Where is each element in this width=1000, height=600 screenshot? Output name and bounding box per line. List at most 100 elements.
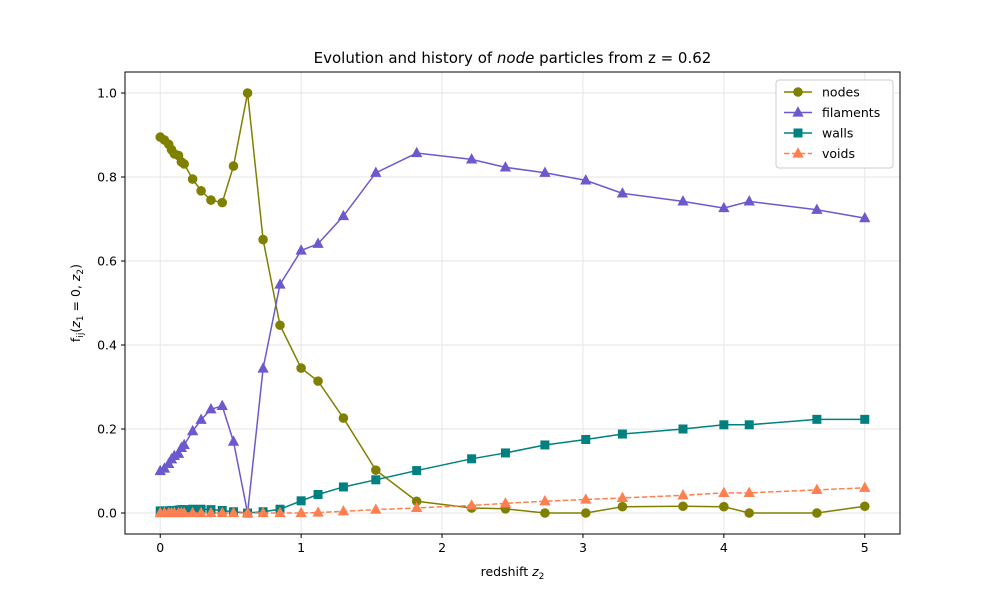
data-point-voids: [616, 491, 629, 502]
legend-marker: [792, 147, 804, 158]
y-tick-label: 0.4: [97, 338, 117, 353]
data-point-filaments: [186, 424, 199, 436]
data-point-filaments: [370, 166, 382, 177]
data-point-filaments: [718, 201, 730, 213]
x-axis-label: redshift z2: [481, 564, 545, 582]
data-point-walls: [467, 454, 477, 464]
data-point-nodes: [580, 508, 591, 518]
data-point-filaments: [227, 435, 240, 446]
data-point-filaments: [616, 187, 629, 198]
y-tick-label: 0.6: [97, 254, 117, 269]
data-point-filaments: [216, 399, 228, 410]
data-point-filaments: [337, 209, 350, 221]
series-layer: [154, 88, 871, 518]
data-point-filaments: [499, 161, 512, 172]
data-point-filaments: [411, 146, 423, 158]
x-tick-label: 4: [720, 540, 728, 555]
series-line-filaments: [159, 152, 865, 514]
legend: nodes filaments walls voids: [775, 79, 894, 169]
data-point-walls: [313, 490, 323, 500]
data-point-voids: [499, 497, 512, 508]
legend-marker: [792, 106, 804, 117]
data-point-nodes: [617, 501, 628, 512]
data-point-walls: [500, 448, 510, 458]
data-point-walls: [371, 475, 381, 485]
data-point-filaments: [172, 447, 185, 458]
data-point-nodes: [744, 508, 755, 518]
data-point-voids: [227, 506, 240, 518]
data-point-walls: [812, 414, 822, 424]
data-point-voids: [241, 506, 254, 518]
data-point-nodes: [812, 508, 822, 518]
legend-label: voids: [822, 146, 855, 161]
x-axis-ticks: 0 1 2 3 4 5: [156, 534, 869, 555]
data-point-nodes: [719, 501, 729, 512]
data-point-walls: [338, 482, 348, 492]
data-point-voids: [274, 506, 286, 518]
data-point-walls: [719, 420, 729, 430]
data-point-nodes: [196, 186, 206, 196]
data-point-voids: [465, 499, 478, 510]
x-tick-label: 3: [579, 540, 587, 555]
data-point-voids: [337, 505, 350, 516]
data-point-nodes: [179, 159, 189, 169]
data-point-filaments: [274, 278, 286, 289]
data-point-walls: [296, 496, 306, 506]
legend-entry-nodes: nodes: [784, 85, 860, 100]
data-point-voids: [216, 506, 228, 518]
data-point-nodes: [187, 174, 198, 184]
data-point-voids: [312, 506, 324, 517]
data-point-walls: [744, 420, 754, 430]
data-point-nodes: [678, 501, 688, 512]
series-line-walls: [160, 418, 865, 514]
y-tick-label: 0.2: [97, 422, 117, 437]
legend-entry-filaments: filaments: [784, 105, 880, 120]
data-point-filaments: [811, 203, 823, 214]
legend-entry-voids: voids: [784, 146, 855, 161]
data-point-voids: [539, 494, 551, 506]
legend-items: nodes filaments walls voids: [784, 85, 880, 161]
data-point-walls: [678, 424, 688, 434]
data-point-voids: [257, 506, 269, 518]
legend-marker: [793, 128, 803, 138]
data-point-nodes: [242, 88, 253, 98]
legend-box: [775, 79, 894, 169]
x-tick-label: 2: [438, 540, 446, 555]
data-point-walls: [617, 429, 627, 439]
data-point-voids: [718, 486, 730, 497]
data-point-nodes: [206, 195, 216, 205]
legend-marker: [793, 87, 803, 97]
series-filaments: [154, 146, 871, 518]
chart-title: Evolution and history of node particles …: [314, 49, 712, 67]
data-point-nodes: [540, 508, 550, 518]
data-point-filaments: [195, 413, 207, 424]
data-point-nodes: [859, 501, 870, 512]
data-point-filaments: [743, 195, 755, 206]
data-point-voids: [580, 493, 592, 504]
data-point-voids: [411, 501, 423, 513]
data-point-walls: [540, 440, 550, 450]
y-tick-label: 0.0: [97, 506, 117, 521]
series-nodes: [155, 88, 870, 518]
data-point-nodes: [296, 363, 306, 373]
data-point-voids: [295, 506, 307, 518]
x-tick-label: 1: [297, 540, 305, 555]
data-point-voids: [743, 486, 755, 497]
data-point-nodes: [371, 465, 381, 475]
data-point-nodes: [228, 161, 239, 171]
data-point-filaments: [580, 174, 592, 185]
data-point-filaments: [465, 153, 478, 164]
data-point-filaments: [859, 211, 871, 223]
legend-entry-walls: walls: [784, 126, 853, 141]
data-point-nodes: [258, 234, 268, 245]
y-tick-label: 0.8: [97, 170, 117, 185]
y-tick-label: 1.0: [97, 86, 117, 101]
legend-label: filaments: [822, 105, 880, 120]
data-point-walls: [412, 466, 422, 476]
data-point-filaments: [205, 403, 217, 414]
x-tick-label: 0: [156, 540, 164, 555]
data-point-filaments: [178, 438, 190, 450]
data-point-voids: [677, 489, 689, 500]
series-line-nodes: [159, 92, 865, 514]
